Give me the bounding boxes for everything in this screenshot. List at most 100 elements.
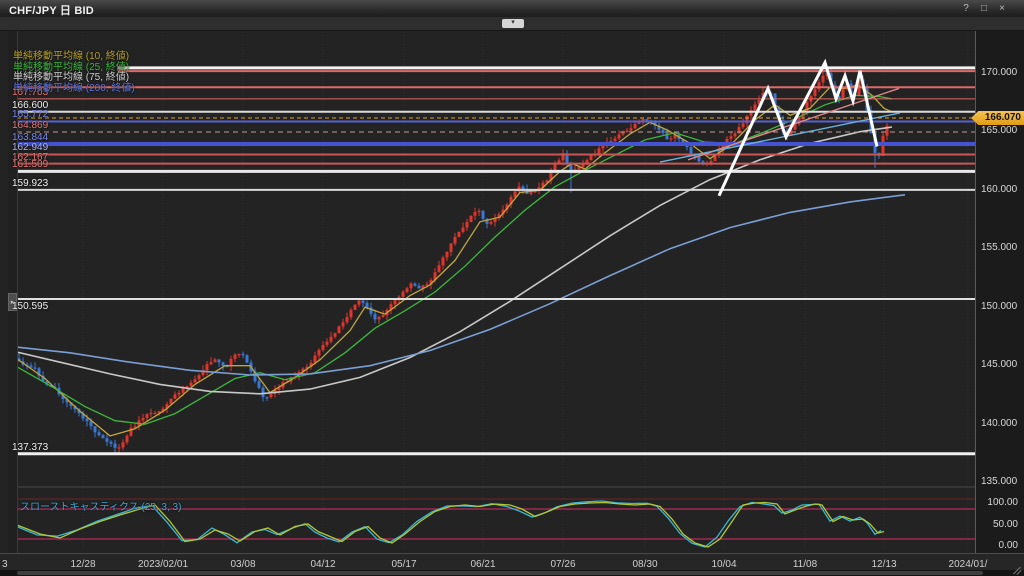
candle-body: [581, 164, 585, 167]
candle-body: [157, 411, 161, 413]
legend-item[interactable]: 単純移動平均線 (75, 終値): [13, 72, 130, 83]
price-axis-label: 165.000: [981, 125, 1018, 136]
candle-body: [277, 387, 281, 390]
candle-body: [421, 285, 425, 289]
level-label: 137.373: [12, 441, 49, 453]
scrollbar-thumb[interactable]: [17, 571, 983, 575]
toolbar-collapse-button[interactable]: ▾: [502, 19, 524, 28]
candle-body: [757, 100, 761, 105]
candle-body: [441, 257, 445, 266]
drawing-toolbar-strip: ▸: [8, 30, 18, 553]
price-axis[interactable]: [975, 30, 1024, 553]
candle-body: [181, 387, 185, 393]
candle-body: [821, 75, 825, 83]
ma-line-sma10: [14, 84, 893, 437]
candle-body: [465, 222, 469, 228]
candle-body: [369, 307, 373, 314]
candle-body: [429, 280, 433, 285]
candle-body: [197, 375, 201, 380]
candle-body: [789, 129, 793, 136]
candle-body: [621, 132, 625, 135]
candle-body: [233, 354, 237, 359]
date-label: 07/26: [550, 559, 576, 570]
candle-body: [389, 304, 393, 311]
candle-body: [185, 386, 189, 388]
price-axis-label: 155.000: [981, 242, 1018, 253]
candle-body: [305, 366, 309, 369]
candle-body: [97, 432, 101, 436]
level-label: 150.595: [12, 301, 49, 313]
candle-body: [425, 284, 429, 286]
candle-body: [713, 155, 717, 162]
candle-body: [141, 417, 145, 421]
toolbar-expand-handle[interactable]: ▸: [8, 293, 17, 311]
stochastic-label[interactable]: スローストキャスティクス (25, 3, 3): [20, 502, 182, 513]
candle-body: [689, 147, 693, 154]
time-axis[interactable]: 3 12/28 2023/02/01 03/08 04/12 05/17 06/21 07/…: [0, 553, 1024, 571]
candle-body: [205, 364, 209, 371]
candle-body: [741, 123, 745, 128]
candle-body: [417, 285, 421, 289]
candle-body: [133, 426, 137, 429]
date-label: 10/04: [711, 559, 737, 570]
candle-body: [825, 73, 829, 76]
candle-body: [257, 381, 261, 388]
candle-body: [749, 110, 753, 116]
candle-body: [253, 371, 257, 382]
candle-body: [365, 302, 369, 308]
candle-body: [169, 398, 173, 405]
help-button[interactable]: ?: [963, 3, 969, 14]
candle-body: [201, 370, 205, 376]
candle-body: [617, 134, 621, 139]
date-label: 12/28: [70, 559, 96, 570]
candle-body: [349, 309, 353, 318]
candle-body: [609, 140, 613, 143]
legend-item[interactable]: 単純移動平均線 (200, 終値): [13, 82, 135, 94]
candle-body: [221, 362, 225, 366]
candle-body: [261, 387, 265, 398]
candle-body: [513, 191, 517, 198]
candle-body: [493, 218, 497, 223]
candle-body: [93, 426, 97, 433]
candle-body: [801, 110, 805, 117]
candle-body: [657, 125, 661, 130]
candle-body: [85, 418, 89, 422]
candle-body: [65, 399, 69, 403]
candle-body: [613, 138, 617, 141]
date-label: 04/12: [310, 559, 336, 570]
price-axis-label: 140.000: [981, 417, 1018, 429]
candle-body: [237, 353, 241, 356]
candle-body: [733, 133, 737, 137]
candle-body: [469, 215, 473, 223]
legend-item[interactable]: 単純移動平均線 (10, 終値): [13, 51, 130, 62]
legend-item[interactable]: 単純移動平均線 (25, 終値): [13, 61, 130, 73]
candle-body: [109, 441, 113, 444]
candle-body: [805, 101, 809, 111]
candle-body: [437, 265, 441, 273]
candle-body: [113, 443, 117, 448]
candle-body: [501, 209, 505, 215]
sub-toolbar: ▾: [0, 17, 1024, 31]
candle-body: [129, 428, 133, 436]
close-button[interactable]: ×: [999, 3, 1005, 14]
candle-body: [361, 300, 365, 303]
candle-body: [161, 408, 165, 412]
candle-body: [681, 139, 685, 144]
candle-body: [105, 438, 109, 442]
candle-body: [601, 144, 605, 149]
resize-grip[interactable]: [1012, 566, 1022, 575]
candle-body: [69, 402, 73, 406]
horizontal-scrollbar[interactable]: [0, 570, 1024, 576]
level-label: 163.844: [12, 132, 49, 144]
candle-body: [313, 355, 317, 363]
level-label: 165.772: [12, 109, 49, 121]
ma-line-sma200: [14, 194, 906, 376]
price-axis-label: 150.000: [981, 300, 1018, 312]
candle-body: [545, 180, 549, 183]
candle-body: [565, 153, 569, 164]
date-label: 11/08: [792, 559, 818, 570]
maximize-button[interactable]: □: [980, 3, 988, 14]
candle-body: [301, 368, 305, 373]
